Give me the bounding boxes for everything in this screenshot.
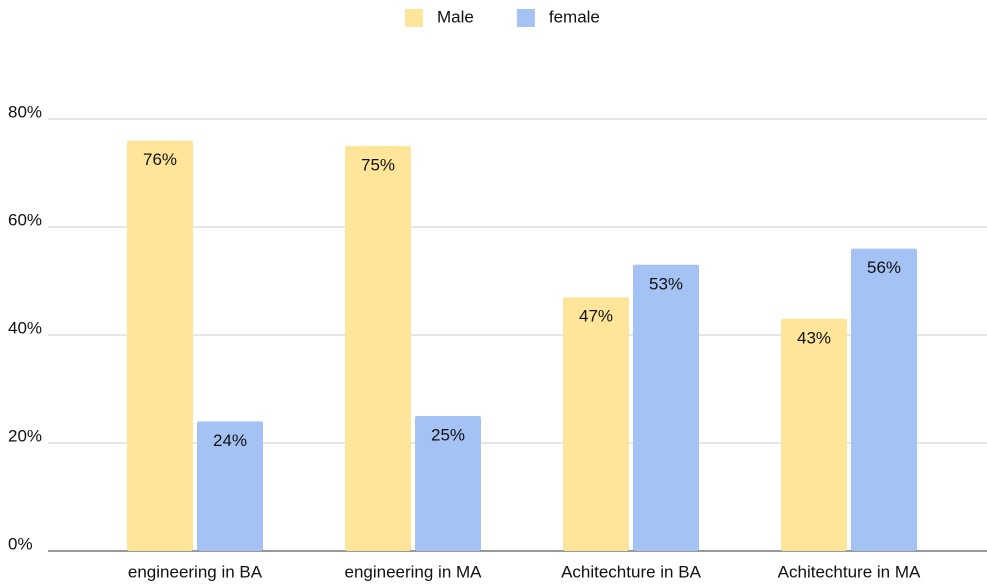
y-tick-label: 60% xyxy=(8,210,42,229)
legend-label: female xyxy=(549,7,600,26)
data-label: 25% xyxy=(431,425,465,444)
bar xyxy=(563,297,629,551)
data-label: 75% xyxy=(361,155,395,174)
bar xyxy=(415,416,481,551)
bar xyxy=(345,146,411,551)
data-label: 53% xyxy=(649,274,683,293)
y-tick-label: 40% xyxy=(8,318,42,337)
x-tick-label: engineering in MA xyxy=(344,562,482,581)
y-tick-label: 0% xyxy=(8,534,33,553)
data-label: 43% xyxy=(797,328,831,347)
data-label: 76% xyxy=(143,150,177,169)
y-tick-label: 20% xyxy=(8,426,42,445)
y-tick-label: 80% xyxy=(8,102,42,121)
legend-swatch xyxy=(516,9,535,27)
x-tick-label: Achitechture in MA xyxy=(778,562,921,581)
legend-label: Male xyxy=(437,7,474,26)
data-label: 56% xyxy=(867,258,901,277)
legend-swatch xyxy=(405,9,423,27)
x-tick-label: engineering in BA xyxy=(128,562,263,581)
data-label: 24% xyxy=(213,431,247,450)
bar xyxy=(197,421,263,551)
bar xyxy=(851,248,917,551)
data-label: 47% xyxy=(579,307,613,326)
bar xyxy=(781,318,847,551)
bar xyxy=(633,264,699,551)
bar xyxy=(127,140,193,551)
x-tick-label: Achitechture in BA xyxy=(561,562,702,581)
